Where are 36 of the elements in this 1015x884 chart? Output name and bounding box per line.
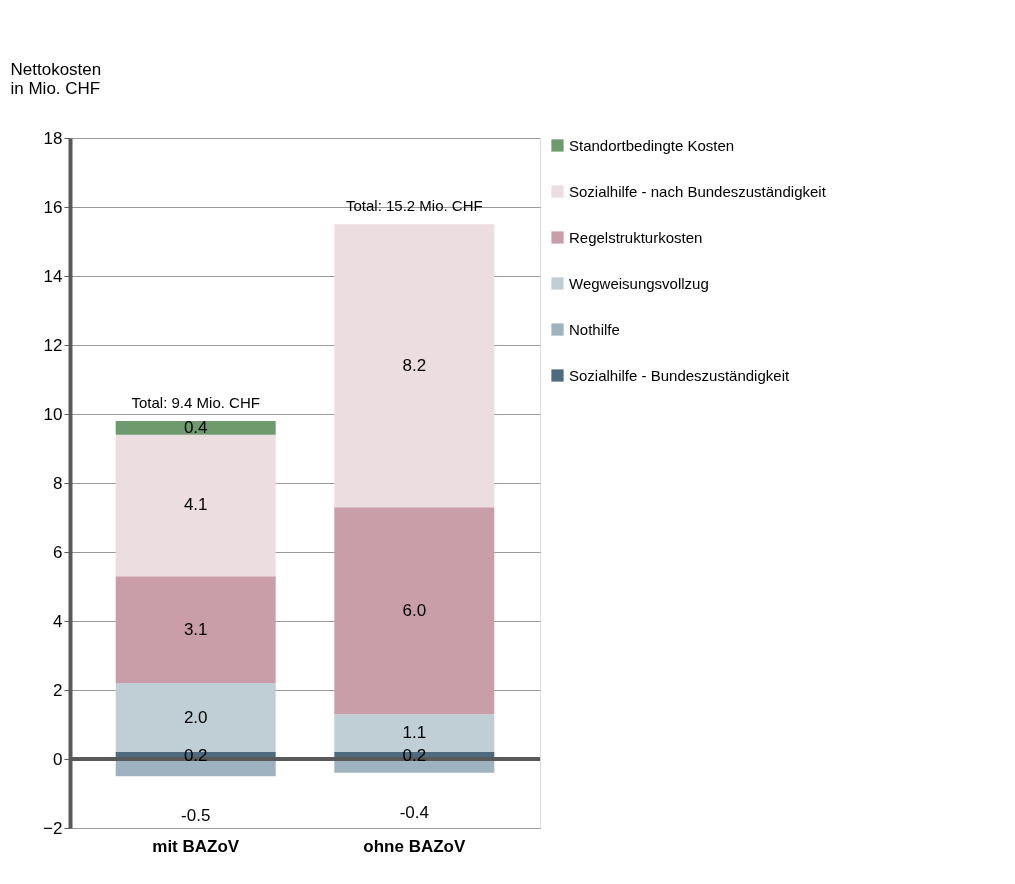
y-tick-label: 18 bbox=[43, 128, 63, 148]
data-label: 4.1 bbox=[183, 495, 208, 515]
data-label: 0.4 bbox=[183, 417, 208, 437]
bar bbox=[115, 576, 276, 684]
y-tick-label: 16 bbox=[43, 197, 63, 217]
x-tick-label: mit BAZoV bbox=[152, 836, 240, 856]
legend-label: Regelstrukturkosten bbox=[569, 228, 703, 246]
bar bbox=[334, 507, 495, 715]
data-label: 3.1 bbox=[183, 619, 208, 639]
y-tick-label: 10 bbox=[43, 404, 63, 424]
bar bbox=[334, 224, 495, 508]
legend-label: Sozialhilfe - nach Bundeszuständigkeit bbox=[569, 182, 827, 200]
y-tick-label: 12 bbox=[43, 335, 63, 355]
y-tick-label: 8 bbox=[53, 473, 63, 493]
data-label: -0.5 bbox=[181, 806, 211, 826]
legend-label: Wegweisungsvollzug bbox=[569, 274, 709, 292]
y-tick-label: −2 bbox=[43, 818, 63, 838]
data-label: 2.0 bbox=[183, 707, 208, 727]
bar bbox=[115, 434, 276, 577]
data-label: 8.2 bbox=[402, 355, 427, 375]
data-label: -0.4 bbox=[399, 802, 429, 822]
y-tick-label: 0 bbox=[53, 749, 63, 769]
legend-label: Standortbedingte Kosten bbox=[569, 136, 735, 154]
legend-label: Sozialhilfe - Bundeszuständigkeit bbox=[569, 366, 790, 384]
y-tick-label: 14 bbox=[43, 266, 63, 286]
y-tick-label: 6 bbox=[53, 542, 63, 562]
x-tick-label: ohne BAZoV bbox=[363, 836, 466, 856]
total-label: Total: 9.4 Mio. CHF bbox=[131, 393, 260, 411]
y-tick-label: 2 bbox=[53, 680, 63, 700]
total-label: Total: 15.2 Mio. CHF bbox=[345, 197, 483, 215]
bar bbox=[115, 420, 276, 435]
legend-label: Nothilfe bbox=[569, 320, 620, 338]
y-tick-label: 4 bbox=[53, 611, 63, 631]
y-axis-title: Nettokosten in Mio. CHF bbox=[10, 59, 102, 98]
data-label: 6.0 bbox=[402, 600, 427, 620]
data-label: 1.1 bbox=[402, 723, 427, 743]
